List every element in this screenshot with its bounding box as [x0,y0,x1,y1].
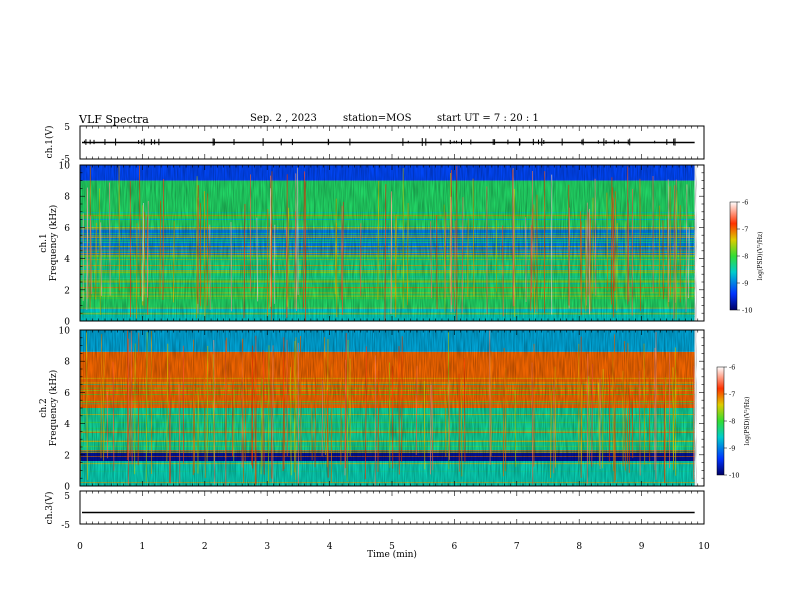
ch2-noise-texture [80,330,697,486]
x-tick-label: 10 [698,542,710,552]
colorbar-tick-label: -8 [729,418,735,426]
y-tick-label: 0 [64,483,70,493]
chart-title: VLF Spectra [79,113,149,126]
ch2-label: ch.2 [39,398,49,417]
x-tick-label: 3 [264,542,270,552]
colorbar-tick-label: -9 [742,280,748,288]
time-axis-tick-labels: 0 1 2 3 4 5 6 7 8 9 10 [77,542,710,552]
ch1-spectrogram-yticks: 0 2 4 6 8 10 [59,162,704,328]
time-axis-ticks [79,126,705,524]
y-tick-label: 2 [64,451,70,461]
ch2-colorbar: -6 -7 -8 -9 -10 log(PSD)(V²/Hz) [716,364,751,480]
x-tick-label: 9 [639,542,645,552]
y-tick-label: 0 [64,318,70,328]
ch1-spectrogram-panel: 0 2 4 6 8 10 ch.1 Frequency (kHz) [39,162,705,328]
y-tick-label: 6 [64,389,70,399]
ch2-colorbar-label: log(PSD)(V²/Hz) [744,397,751,446]
ch1-noise-texture [80,165,697,321]
x-tick-label: 8 [576,542,582,552]
colorbar-tick-label: -7 [729,391,735,399]
colorbar-tick-label: -7 [742,226,748,234]
colorbar-tick-label: -6 [729,364,735,372]
ch1-freq-ylabel: Frequency (kHz) [48,205,59,282]
colorbar-tick-label: -10 [729,472,739,480]
y-tick-label: 10 [59,162,71,172]
ch1-label: ch.1 [39,233,49,252]
colorbar-tick-label: -8 [742,253,748,261]
colorbar-tick-label: -10 [742,307,752,315]
ch2-spectrogram-panel: 0 2 4 6 8 10 ch.2 Frequency (kHz) [39,327,705,493]
time-axis-label: Time (min) [367,549,417,560]
y-tick-label: 4 [64,255,70,265]
x-tick-label: 4 [327,542,333,552]
x-tick-label: 0 [77,542,83,552]
x-tick-label: 1 [140,542,146,552]
y-tick-label: 8 [64,193,70,203]
x-tick-label: 7 [514,542,520,552]
ch1-wave-ylabel: ch.1(V) [44,126,55,159]
y-tick-label: 2 [64,286,70,296]
y-tick-label: 6 [64,224,70,234]
ch1-ytick-top: 5 [64,123,70,133]
ch1-colorbar: -6 -7 -8 -9 -10 log(PSD)(V²/Hz) [729,199,764,315]
ch2-spectrogram-yticks: 0 2 4 6 8 10 [59,327,704,493]
station-label: station=MOS [343,113,412,124]
ch1-waveform-panel: 5 -5 ch.1(V) [44,123,705,165]
colorbar-tick-label: -9 [729,445,735,453]
ch2-freq-ylabel: Frequency (kHz) [48,370,59,447]
x-tick-label: 2 [202,542,208,552]
date-label: Sep. 2 , 2023 [250,113,317,124]
ch1-waveform-bursts [84,138,676,146]
ch3-wave-ylabel: ch.3(V) [44,492,55,525]
ch3-ytick-top: 5 [64,492,70,502]
y-tick-label: 4 [64,420,70,430]
colorbar-tick-label: -6 [742,199,748,207]
x-tick-label: 5 [389,542,395,552]
ch3-ytick-bottom: -5 [61,521,70,531]
start-time-label: start UT = 7 : 20 : 1 [437,113,539,124]
ch1-colorbar-label: log(PSD)(V²/Hz) [757,232,764,281]
ch1-ytick-bottom: -5 [61,155,70,165]
y-tick-label: 8 [64,358,70,368]
y-tick-label: 10 [59,327,71,337]
x-tick-label: 6 [452,542,458,552]
ch3-waveform-panel: 5 -5 ch.3(V) [44,490,705,531]
